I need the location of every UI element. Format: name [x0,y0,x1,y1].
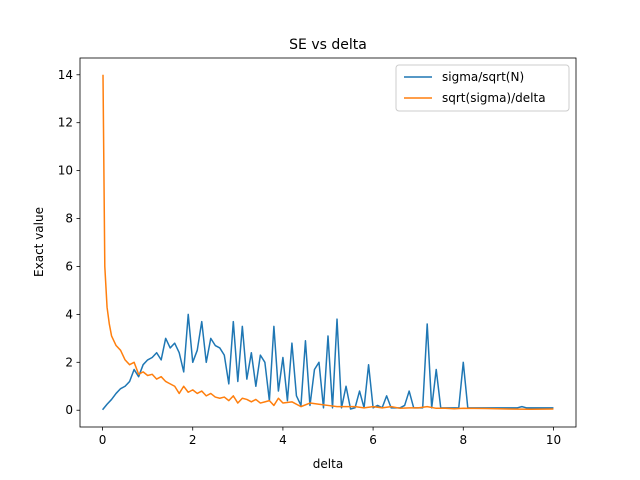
legend: sigma/sqrt(N) sqrt(sigma)/delta [395,64,570,112]
y-tick-label: 4 [65,307,73,321]
x-tick-label: 10 [546,433,561,447]
y-tick-label: 2 [65,355,73,369]
x-tick-label: 0 [99,433,107,447]
legend-label-1: sigma/sqrt(N) [442,70,524,84]
x-tick-label: 8 [459,433,467,447]
x-tick-label: 6 [369,433,377,447]
series-layer [101,74,554,411]
legend-box [395,64,570,112]
y-tick-label: 8 [65,212,73,226]
y-tick-label: 6 [65,259,73,273]
y-axis-label: Exact value [32,207,46,277]
x-tick-label: 2 [189,433,197,447]
legend-label-2: sqrt(sigma)/delta [442,91,546,105]
axes-frame [79,57,577,428]
y-tick-label: 12 [58,116,73,130]
x-tick-label: 4 [279,433,287,447]
axes-layer: 0 2 4 6 8 10 0 2 4 6 8 10 12 14 [58,57,577,447]
x-axis-label: delta [313,457,343,471]
chart-title: SE vs delta [289,37,367,53]
y-tick-label: 14 [58,68,73,82]
y-tick-label: 0 [65,403,73,417]
series-line-2 [102,74,554,411]
y-tick-label: 10 [58,164,73,178]
